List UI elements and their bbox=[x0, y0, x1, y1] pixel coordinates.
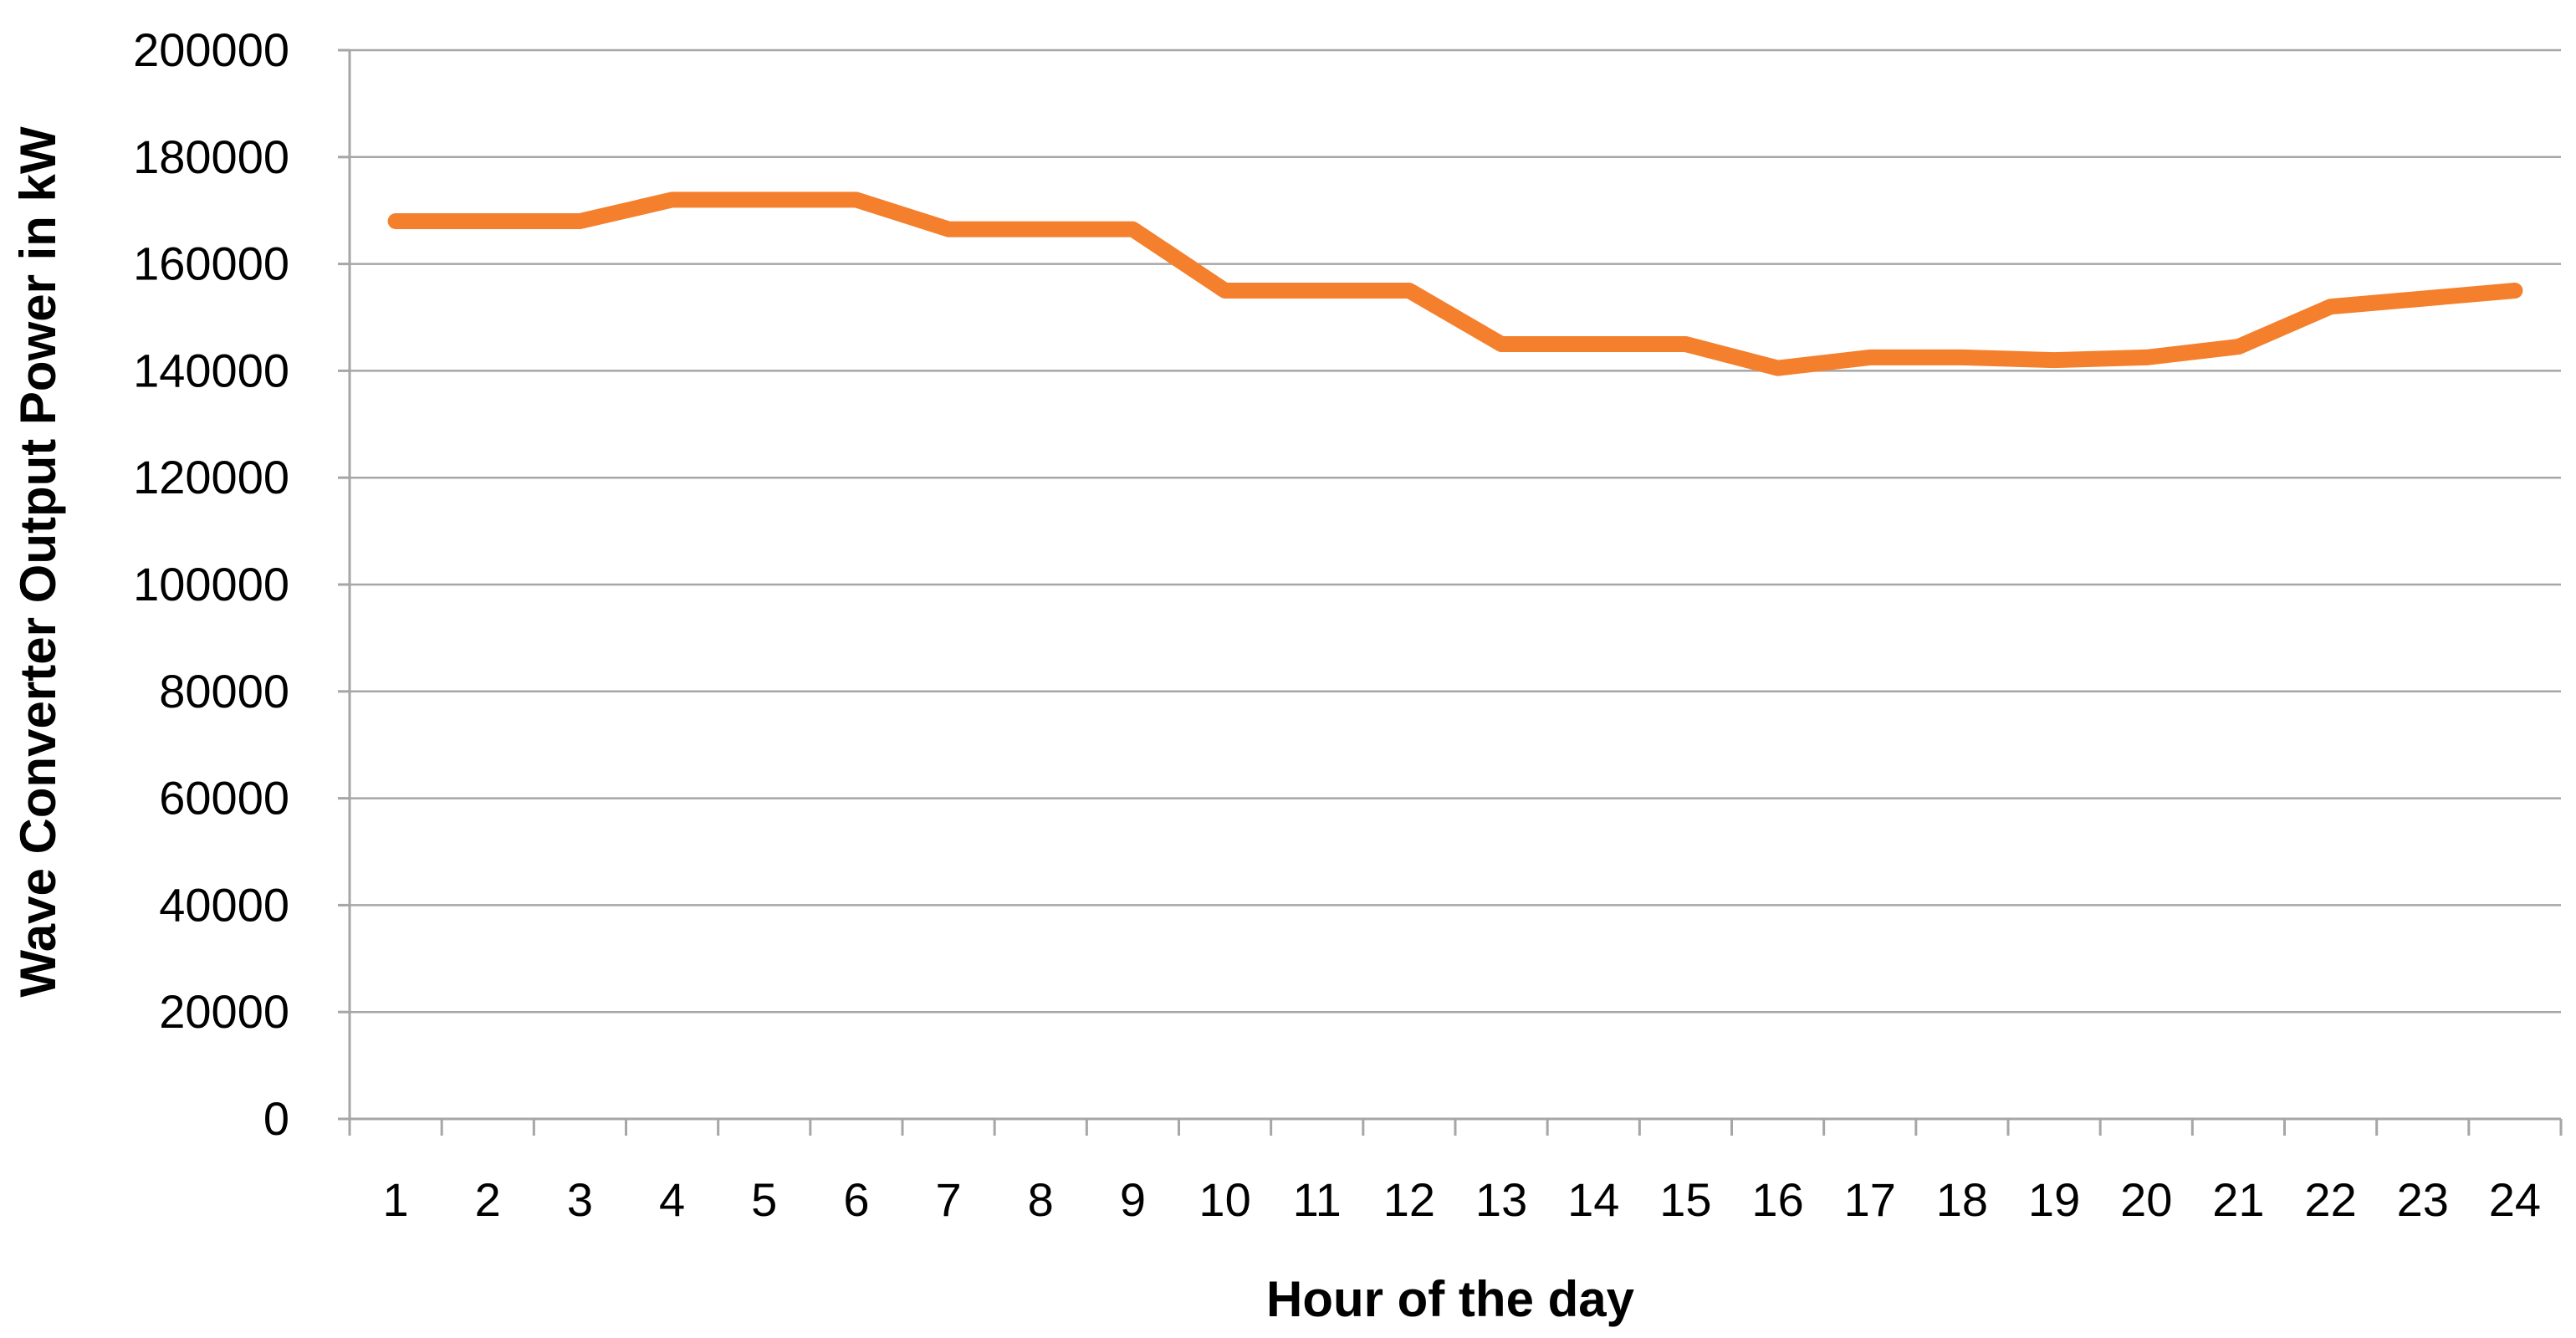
x-tick-label-5: 5 bbox=[751, 1173, 777, 1226]
x-tick-label-22: 22 bbox=[2304, 1173, 2356, 1226]
y-tick-label-80000: 80000 bbox=[159, 665, 289, 718]
y-tick-label-140000: 140000 bbox=[133, 344, 289, 396]
y-tick-labels: 0 20000 40000 60000 80000 100000 120000 140000 1… bbox=[133, 23, 289, 1145]
x-tick-label-2: 2 bbox=[475, 1173, 501, 1226]
y-tick-label-0: 0 bbox=[263, 1092, 289, 1145]
x-axis-title: Hour of the day bbox=[1266, 1271, 1635, 1327]
y-tick-label-40000: 40000 bbox=[159, 878, 289, 931]
x-tick-label-12: 12 bbox=[1383, 1173, 1435, 1226]
gridlines bbox=[350, 49, 2561, 1014]
x-tick-label-16: 16 bbox=[1751, 1173, 1803, 1226]
y-axis-title: Wave Converter Output Power in kW bbox=[10, 126, 66, 998]
y-tick-label-60000: 60000 bbox=[159, 772, 289, 825]
x-tick-labels: 1 2 3 4 5 6 7 8 9 10 11 12 13 14 15 16 17 18 19 20 21 22 23 24 bbox=[383, 1173, 2542, 1226]
series-line-0 bbox=[387, 192, 2523, 376]
x-tick-label-4: 4 bbox=[659, 1173, 685, 1226]
axes bbox=[338, 49, 2563, 1136]
x-tick-label-23: 23 bbox=[2397, 1173, 2449, 1226]
x-tick-label-1: 1 bbox=[383, 1173, 409, 1226]
series bbox=[387, 192, 2523, 376]
x-tick-label-18: 18 bbox=[1936, 1173, 1988, 1226]
y-tick-label-160000: 160000 bbox=[133, 237, 289, 290]
y-tick-label-20000: 20000 bbox=[159, 985, 289, 1038]
x-tick-label-6: 6 bbox=[843, 1173, 869, 1226]
x-tick-label-7: 7 bbox=[936, 1173, 962, 1226]
x-tick-label-21: 21 bbox=[2212, 1173, 2264, 1226]
x-tick-label-10: 10 bbox=[1199, 1173, 1250, 1226]
y-tick-label-100000: 100000 bbox=[133, 558, 289, 610]
y-tick-label-200000: 200000 bbox=[133, 23, 289, 76]
y-tick-label-180000: 180000 bbox=[133, 130, 289, 183]
x-tick-label-17: 17 bbox=[1844, 1173, 1896, 1226]
x-tick-label-9: 9 bbox=[1120, 1173, 1146, 1226]
x-tick-label-19: 19 bbox=[2028, 1173, 2080, 1226]
x-tick-label-20: 20 bbox=[2120, 1173, 2172, 1226]
x-tick-label-24: 24 bbox=[2489, 1173, 2541, 1226]
y-tick-label-120000: 120000 bbox=[133, 451, 289, 503]
x-tick-label-11: 11 bbox=[1293, 1173, 1342, 1226]
x-tick-label-8: 8 bbox=[1028, 1173, 1054, 1226]
x-tick-label-14: 14 bbox=[1567, 1173, 1619, 1226]
x-tick-label-15: 15 bbox=[1659, 1173, 1711, 1226]
x-tick-label-13: 13 bbox=[1475, 1173, 1527, 1226]
x-tick-label-3: 3 bbox=[567, 1173, 593, 1226]
